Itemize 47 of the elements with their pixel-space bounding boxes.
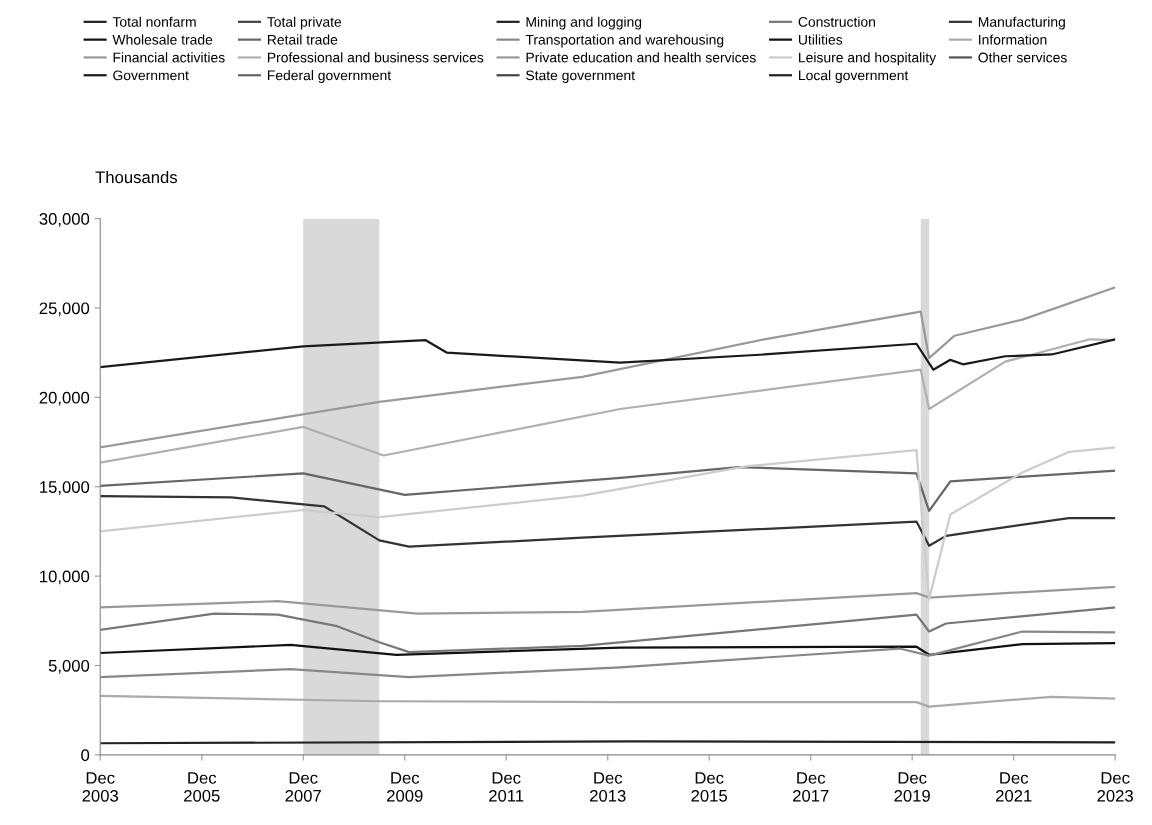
line-series	[100, 642, 1116, 656]
legend-label: Total nonfarm	[112, 16, 196, 27]
x-tick-label: Dec 2003	[82, 772, 119, 802]
x-tick-label: Dec 2013	[590, 772, 626, 802]
x-tick-label: Dec 2021	[996, 772, 1032, 802]
x-tick-label: Dec 2015	[691, 772, 728, 802]
y-tick-label: 5,000	[48, 659, 90, 674]
line-series	[100, 446, 1116, 601]
legend-label: Financial activities	[113, 52, 225, 63]
y-tick-label: 25,000	[39, 302, 90, 317]
legend-label: Professional and business services	[267, 52, 484, 63]
legend-label: Mining and logging	[526, 16, 642, 30]
line-series	[100, 585, 1116, 615]
y-tick-label: 30,000	[39, 213, 90, 227]
legend-label: Government	[113, 70, 189, 81]
legend-label: Leisure and hospitality	[799, 52, 937, 66]
line-series	[100, 338, 1116, 371]
x-tick-label: Dec 2017	[793, 772, 829, 802]
legend-label: Transportation and warehousing	[525, 34, 724, 48]
x-tick-label: Dec 2019	[894, 772, 930, 802]
legend-label: Retail trade	[267, 34, 338, 45]
legend-label: Federal government	[267, 70, 392, 83]
line-series	[100, 694, 1116, 708]
legend-label: Private education and health services	[526, 52, 756, 63]
y-tick-label: 10,000	[40, 570, 90, 585]
y-tick-label: 0	[81, 749, 90, 762]
legend-label: Information	[979, 34, 1047, 45]
x-tick-label: Dec 2009	[387, 772, 423, 802]
y-axis-title: Thousands	[95, 170, 178, 184]
legend-label: Manufacturing	[978, 16, 1065, 30]
legend-label: State government	[526, 70, 635, 83]
x-tick-label: Dec 2005	[184, 772, 220, 802]
legend-label: Wholesale trade	[112, 34, 213, 45]
x-tick-label: Dec 2007	[285, 772, 321, 802]
x-tick-label: Dec 2023	[1097, 772, 1133, 802]
legend-label: Local government	[799, 70, 909, 83]
legend-label: Construction	[798, 16, 875, 27]
x-tick-label: Dec 2011	[489, 772, 524, 802]
y-tick-label: 20,000	[39, 391, 90, 406]
legend-label: Other services	[978, 52, 1067, 63]
y-tick-label: 15,000	[40, 481, 90, 495]
legend-label: Utilities	[798, 34, 843, 45]
legend-label: Total private	[267, 16, 342, 30]
line-series	[100, 606, 1116, 654]
line-series	[100, 286, 1116, 449]
line-series	[100, 465, 1116, 512]
line-series	[100, 494, 1116, 548]
